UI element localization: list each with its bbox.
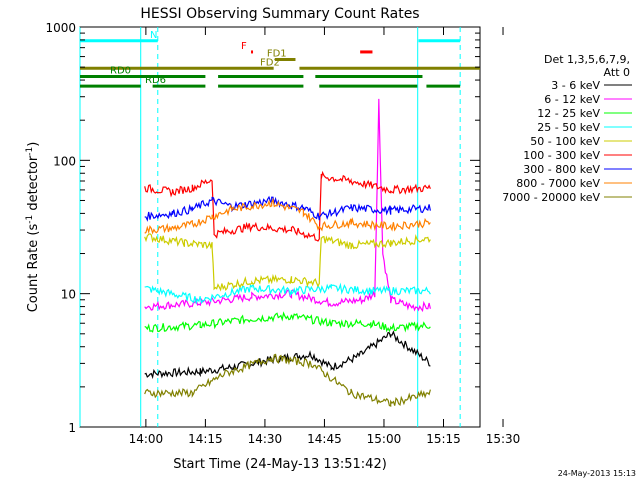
x-tick-label: 14:30 <box>248 432 283 446</box>
legend-entry-label: 6 - 12 keV <box>544 93 600 106</box>
x-tick-label: 15:15 <box>426 432 461 446</box>
chart-title: HESSI Observing Summary Count Rates <box>140 6 419 22</box>
flag-label-f: F <box>241 41 247 52</box>
legend-entry-label: 300 - 800 keV <box>523 163 600 176</box>
x-axis-label: Start Time (24-May-13 13:51:42) <box>173 457 387 472</box>
x-tick-label: 14:15 <box>188 432 223 446</box>
flag-label-rd0: RD0 <box>110 66 131 77</box>
flag-label-rd6: RD6 <box>145 75 166 86</box>
attenuator-lines <box>79 27 461 427</box>
y-axis-ticks: 1 10 100 1000 <box>45 21 480 435</box>
series-line <box>144 311 431 333</box>
flag-label-fd1: FD1 <box>267 49 287 60</box>
y-axis-label-main: Count Rate (s <box>26 224 41 313</box>
y-tick-label: 1000 <box>45 21 76 35</box>
y-tick-label: 1 <box>68 421 76 435</box>
legend-header-line: Det 1,3,5,6,7,9, <box>544 53 630 66</box>
legend-entry-label: 100 - 300 keV <box>523 149 600 162</box>
flag-label-fd2: FD2 <box>260 57 280 68</box>
y-tick-label: 10 <box>61 288 76 302</box>
series-line <box>144 98 431 313</box>
footer-date: 24-May-2013 15:13 <box>558 469 636 478</box>
y-axis-label-end: ) <box>26 142 41 147</box>
series-line <box>144 282 431 305</box>
legend-entry-label: 12 - 25 keV <box>537 107 600 120</box>
flag-label-n: N <box>150 30 157 41</box>
series-line <box>144 353 431 407</box>
x-tick-label: 15:30 <box>486 432 521 446</box>
y-axis-label-mid: detector <box>26 155 41 215</box>
x-axis-ticks: 14:00 14:15 14:30 14:45 15:00 15:15 15:30 <box>129 27 521 446</box>
series-line <box>144 170 431 242</box>
x-tick-label: 15:00 <box>367 432 402 446</box>
series-line <box>144 195 431 222</box>
data-series <box>144 98 431 407</box>
series-line <box>144 330 431 380</box>
y-tick-label: 100 <box>53 154 76 168</box>
y-axis-label: Count Rate (s-1 detector-1) <box>25 142 41 313</box>
legend-entry-label: 50 - 100 keV <box>530 135 600 148</box>
series-line <box>144 197 431 235</box>
legend-entry-label: 3 - 6 keV <box>551 79 600 92</box>
legend-header-line: Att 0 <box>604 66 630 79</box>
y-axis-label-sup1: -1 <box>25 215 35 224</box>
legend-entry-label: 800 - 7000 keV <box>516 177 600 190</box>
series-line <box>144 233 431 292</box>
x-tick-label: 14:45 <box>307 432 342 446</box>
x-tick-label: 14:00 <box>129 432 164 446</box>
legend-entry-label: 25 - 50 keV <box>537 121 600 134</box>
legend-entry-label: 7000 - 20000 keV <box>502 191 600 204</box>
y-axis-label-sup2: -1 <box>25 147 35 156</box>
